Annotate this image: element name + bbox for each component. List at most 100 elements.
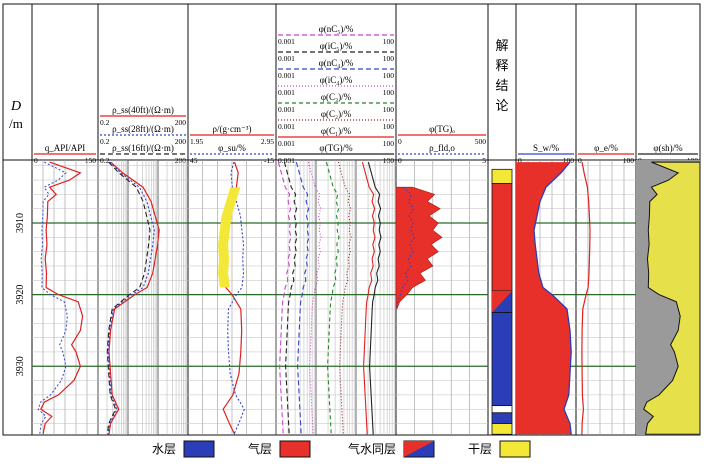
header-label-den-0: ρ/(g·cm⁻³) [213, 124, 252, 134]
scale-min-sw-0: 0 [518, 156, 522, 165]
scale-min-gas-0: 0.001 [278, 37, 295, 46]
interp-block-mixed-fg [492, 291, 512, 313]
scale-min-gas-1: 0.001 [278, 54, 295, 63]
legend: 水层 气层 气水同层 干层 [152, 440, 531, 458]
legend-label-2: 气水同层 [348, 441, 396, 456]
scale-min-den-1: 45 [190, 156, 198, 165]
interp-header-char: 解 [495, 38, 508, 53]
track-grids [32, 160, 636, 435]
legend-label-0: 水层 [152, 442, 176, 456]
interp-block [491, 312, 513, 407]
depth-tick-label: 3910 [15, 213, 26, 233]
header-label-tgo-1: ρ_fld,o [429, 143, 455, 153]
header-label-gas-4: φ(C₃)/% [321, 92, 352, 102]
interp-block [491, 405, 513, 414]
scale-max-gas-4: 100 [383, 105, 395, 114]
header-label-den-1: φ_su/% [218, 143, 246, 153]
interp-block [491, 423, 513, 435]
curve-neutron [227, 161, 245, 435]
depth-axis-symbol: D [10, 99, 21, 114]
header-label-gas-7: φ(TG)/% [319, 143, 353, 153]
interp-header-char: 释 [495, 58, 508, 73]
depth-axis: D /m 3910 3920 3930 [9, 99, 26, 376]
scale-min-gas-6: 0.001 [278, 139, 295, 148]
scale-max-res-0: 200 [175, 118, 187, 127]
density-gas-fill [218, 187, 241, 288]
header-label-res-1: ρ_ss(28ft)/(Ω·m) [112, 124, 174, 134]
scale-max-gas-2: 100 [383, 71, 395, 80]
legend-swatch-mixed-2 [404, 441, 434, 457]
scale-min-gr-0: 0 [34, 156, 38, 165]
scale-max-gas-3: 100 [383, 88, 395, 97]
legend-label-1: 气层 [248, 441, 272, 456]
header-label-sw-0: S_w/% [533, 143, 560, 153]
header-label-gr-0: q_API/API [45, 143, 86, 153]
header-label-res-0: ρ_ss(40ft)/(Ω·m) [112, 105, 174, 115]
scale-max-den-0: 2.95 [261, 137, 274, 146]
curve-gas-6 [361, 161, 376, 435]
header-label-sh-0: φ(sh)/% [653, 143, 683, 153]
sh-fill [643, 161, 701, 435]
scale-max-gas-6: 100 [383, 139, 395, 148]
curve-res-40ft [108, 161, 160, 435]
interp-header-char: 论 [495, 98, 508, 113]
curve-res-16ft [106, 161, 151, 435]
scale-min-gas-2: 0.001 [278, 71, 295, 80]
curve-gas-1 [283, 161, 298, 435]
scale-max-gas-5: 100 [383, 122, 395, 131]
scale-max-res-2: 200 [175, 156, 187, 165]
tg-fill [395, 186, 443, 310]
scale-min-gas-3: 0.001 [278, 88, 295, 97]
depth-tick-label: 3920 [15, 285, 26, 305]
log-curves [37, 160, 701, 435]
header-label-res-2: ρ_ss(16ft)/(Ω·m) [112, 143, 174, 153]
header-label-gas-5: φ(C₂)/% [321, 109, 352, 119]
scale-max-tgo-0: 500 [475, 137, 487, 146]
curve-phie [581, 161, 591, 435]
scale-min-gas-5: 0.001 [278, 122, 295, 131]
depth-tick-label: 3930 [15, 356, 26, 376]
legend-swatch-3 [499, 440, 531, 458]
header-label-gas-3: φ(iC₄)/% [320, 75, 353, 85]
interp-block [491, 412, 513, 424]
curve-gas-3 [307, 161, 322, 435]
curve-fluid-density [395, 186, 415, 310]
scale-min-tgo-1: 0 [398, 156, 402, 165]
scale-max-phie-0: 100 [623, 156, 635, 165]
curve-gr [40, 161, 84, 435]
scale-min-res-0: 0.2 [100, 118, 110, 127]
interp-header-char: 结 [495, 78, 508, 93]
scale-max-sw-0: 100 [563, 156, 575, 165]
curve-sw [533, 161, 572, 435]
header-label-gas-6: φ(C₁)/% [321, 126, 352, 136]
depth-axis-unit: /m [9, 116, 23, 131]
scale-min-res-1: 0.2 [100, 137, 110, 146]
curve-gas-2 [295, 161, 310, 435]
scale-min-tgo-0: 0 [398, 137, 402, 146]
legend-swatch-0 [183, 440, 215, 458]
scale-min-gas-4: 0.001 [278, 105, 295, 114]
legend-label-3: 干层 [468, 442, 492, 456]
curve-res-28ft [107, 161, 155, 435]
curve-gr-aux [37, 161, 68, 435]
scale-min-den-0: 1.95 [190, 137, 203, 146]
scale-min-res-2: 0.2 [100, 156, 110, 165]
curve-gas-7 [367, 161, 382, 435]
interp-block [491, 168, 513, 185]
scale-max-tgo-1: 5 [482, 156, 486, 165]
sw-fill [516, 162, 572, 435]
scale-max-gas-7: 100 [383, 156, 395, 165]
scale-max-den-1: -15 [264, 156, 274, 165]
header-label-gas-1: φ(iC₅)/% [320, 41, 353, 51]
curve-gas-0 [277, 161, 292, 435]
scale-min-gas-7: 0.001 [278, 156, 295, 165]
scale-max-gas-0: 100 [383, 37, 395, 46]
curve-gas-4 [325, 161, 340, 435]
header-label-gas-0: φ(nC₅)/% [319, 24, 354, 34]
header-label-tgo-0: φ(TG)ₒ [429, 124, 455, 134]
interp-block [491, 183, 513, 292]
scale-min-phie-0: 0 [578, 156, 582, 165]
scale-max-gas-1: 100 [383, 54, 395, 63]
